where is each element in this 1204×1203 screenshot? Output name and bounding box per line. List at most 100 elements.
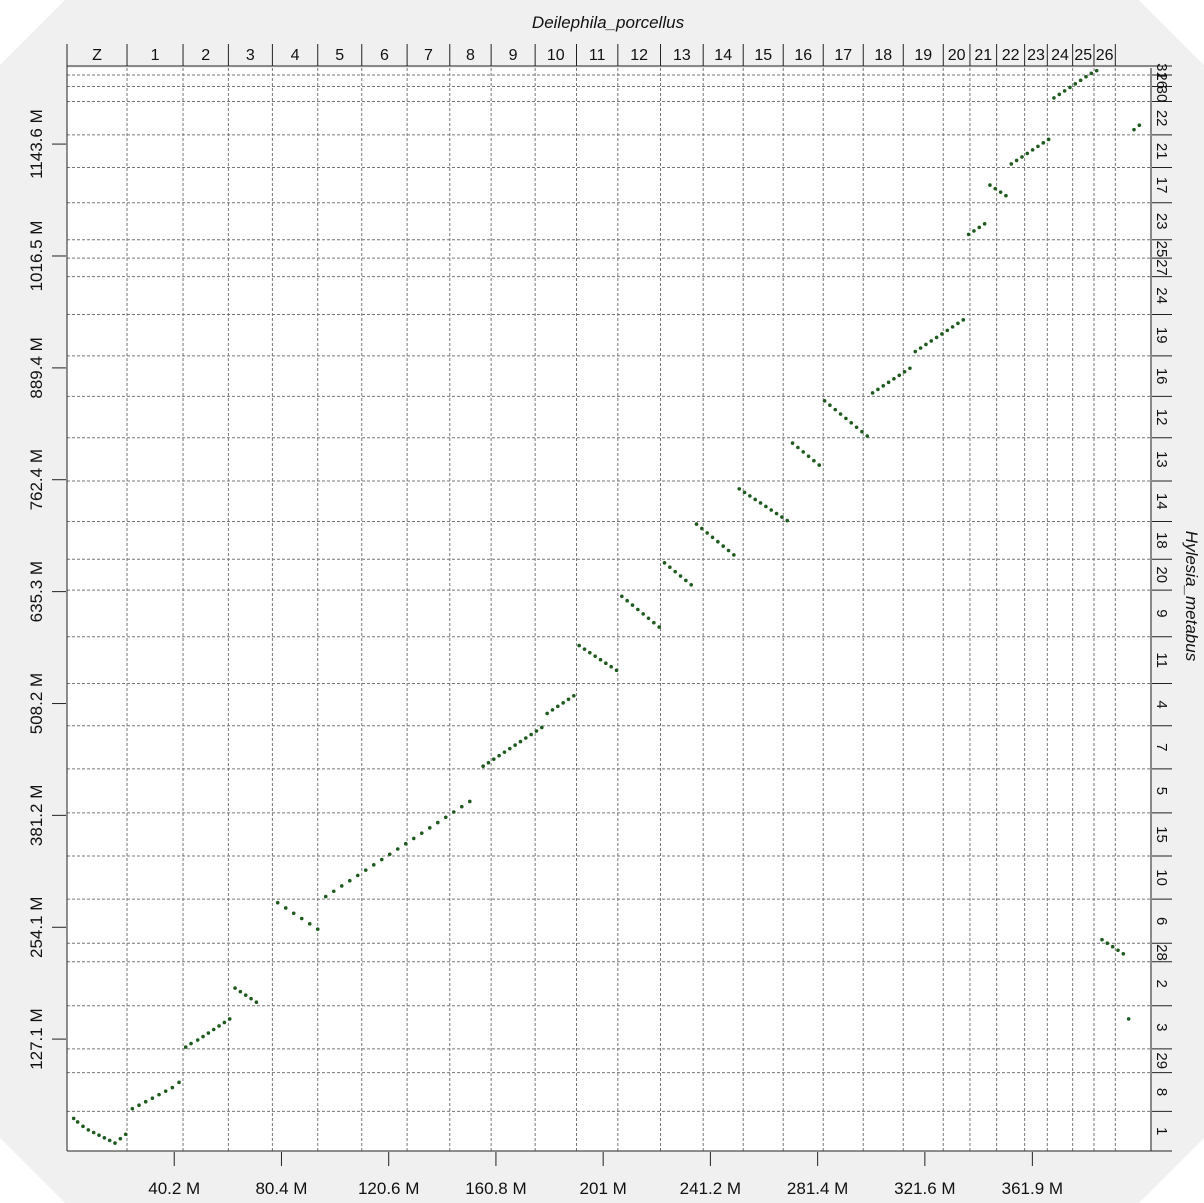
alignment-point xyxy=(518,739,523,744)
alignment-point xyxy=(705,531,709,535)
alignment-point xyxy=(732,553,736,557)
alignment-point xyxy=(283,906,288,910)
y-chromosome-label: 26 xyxy=(1153,72,1170,89)
alignment-point xyxy=(657,625,661,629)
x-chromosome-label: 3 xyxy=(246,47,255,64)
alignment-point xyxy=(524,736,528,740)
alignment-point xyxy=(924,342,928,347)
alignment-point xyxy=(534,729,539,733)
alignment-point xyxy=(721,544,726,548)
alignment-point xyxy=(556,704,560,709)
alignment-point xyxy=(572,693,576,698)
alignment-point xyxy=(1105,941,1110,946)
alignment-point xyxy=(972,229,976,233)
alignment-point xyxy=(1068,85,1072,90)
alignment-point xyxy=(897,373,902,378)
alignment-point xyxy=(673,569,677,574)
x-chromosome-label: 2 xyxy=(201,47,210,64)
alignment-point xyxy=(625,598,629,603)
alignment-point xyxy=(157,1092,161,1097)
alignment-point xyxy=(1089,71,1094,76)
alignment-point xyxy=(143,1099,148,1104)
alignment-point xyxy=(1014,158,1019,163)
alignment-point xyxy=(833,407,838,412)
alignment-point xyxy=(838,412,843,416)
alignment-point xyxy=(806,454,811,459)
alignment-point xyxy=(467,799,472,804)
plot-area-background xyxy=(67,68,1150,1151)
y-chromosome-label: 22 xyxy=(1153,110,1170,127)
y-chromosome-label: 19 xyxy=(1153,327,1170,344)
alignment-point xyxy=(1116,948,1120,953)
alignment-point xyxy=(130,1106,135,1111)
y-chromosome-label: 15 xyxy=(1153,826,1170,843)
x-axis-title: Deilephila_porcellus xyxy=(532,13,685,32)
y-chromosome-label: 27 xyxy=(1153,259,1170,276)
y-tick-label: 1016.5 M xyxy=(27,221,46,292)
alignment-point xyxy=(694,522,699,526)
alignment-point xyxy=(1036,144,1040,149)
alignment-point xyxy=(668,565,672,570)
alignment-point xyxy=(876,387,880,392)
alignment-point xyxy=(150,1096,155,1100)
alignment-point xyxy=(753,497,758,502)
y-chromosome-label: 2 xyxy=(1153,980,1170,988)
alignment-point xyxy=(443,815,448,820)
alignment-point xyxy=(238,989,243,994)
alignment-point xyxy=(71,1116,76,1121)
alignment-point xyxy=(598,657,603,662)
alignment-point xyxy=(189,1041,193,1046)
x-chromosome-label: 8 xyxy=(466,47,475,64)
alignment-point xyxy=(435,820,440,825)
alignment-point xyxy=(1004,193,1008,198)
y-tick-label: 254.1 M xyxy=(27,897,46,958)
alignment-point xyxy=(790,441,795,445)
alignment-point xyxy=(233,986,237,990)
x-tick-label: 201 M xyxy=(580,1179,627,1198)
alignment-point xyxy=(865,434,870,438)
chromosome-grid xyxy=(66,44,1172,1152)
x-chromosome-label: 13 xyxy=(673,47,691,64)
y-chromosome-label: 31 xyxy=(1153,63,1170,80)
alignment-point xyxy=(1084,75,1088,79)
alignment-point xyxy=(918,346,923,350)
alignment-point xyxy=(355,873,360,878)
alignment-point xyxy=(860,429,864,434)
alignment-point xyxy=(275,900,280,905)
alignment-point xyxy=(849,421,854,425)
x-chromosome-label: 9 xyxy=(509,47,518,64)
alignment-point xyxy=(249,996,253,1001)
alignment-point xyxy=(195,1038,200,1042)
x-chromosome-label: 22 xyxy=(1002,47,1020,64)
alignment-point xyxy=(1020,155,1024,159)
alignment-point xyxy=(844,416,848,421)
alignment-point xyxy=(956,321,960,326)
alignment-point xyxy=(118,1136,123,1141)
x-tick-label: 241.2 M xyxy=(680,1179,741,1198)
y-tick-label: 508.2 M xyxy=(27,673,46,734)
alignment-point xyxy=(486,760,491,765)
alignment-point xyxy=(764,504,768,509)
alignment-point xyxy=(636,607,640,612)
x-chromosome-label: 14 xyxy=(714,47,732,64)
x-chromosome-label: 23 xyxy=(1027,47,1045,64)
alignment-point xyxy=(1030,148,1035,152)
x-chromosome-label: 24 xyxy=(1051,47,1069,64)
alignment-point xyxy=(998,190,1003,194)
alignment-point xyxy=(411,836,416,841)
alignment-point xyxy=(315,927,320,931)
x-tick-label: 120.6 M xyxy=(358,1179,419,1198)
alignment-point xyxy=(323,894,328,899)
dotplot-chart: Z 1 2 3 4 5 6 7 8 9 10 11 12 13 14 15 16 17 18 19 20 21 22 23 24… xyxy=(27,13,1201,1198)
x-chromosome-label: 18 xyxy=(874,47,892,64)
alignment-point xyxy=(561,701,565,705)
x-axis-ticks: 40.2 M 80.4 M 120.6 M 160.8 M 201 M 241.2 M 28… xyxy=(148,1152,1063,1198)
y-chromosome-label: 1 xyxy=(1153,1127,1170,1135)
alignment-point xyxy=(812,458,816,463)
alignment-point xyxy=(961,318,966,322)
alignment-point xyxy=(577,643,581,648)
alignment-point xyxy=(81,1124,85,1129)
alignment-point xyxy=(940,332,944,336)
y-chromosome-label: 6 xyxy=(1153,917,1170,925)
y-tick-label: 635.3 M xyxy=(27,561,46,622)
